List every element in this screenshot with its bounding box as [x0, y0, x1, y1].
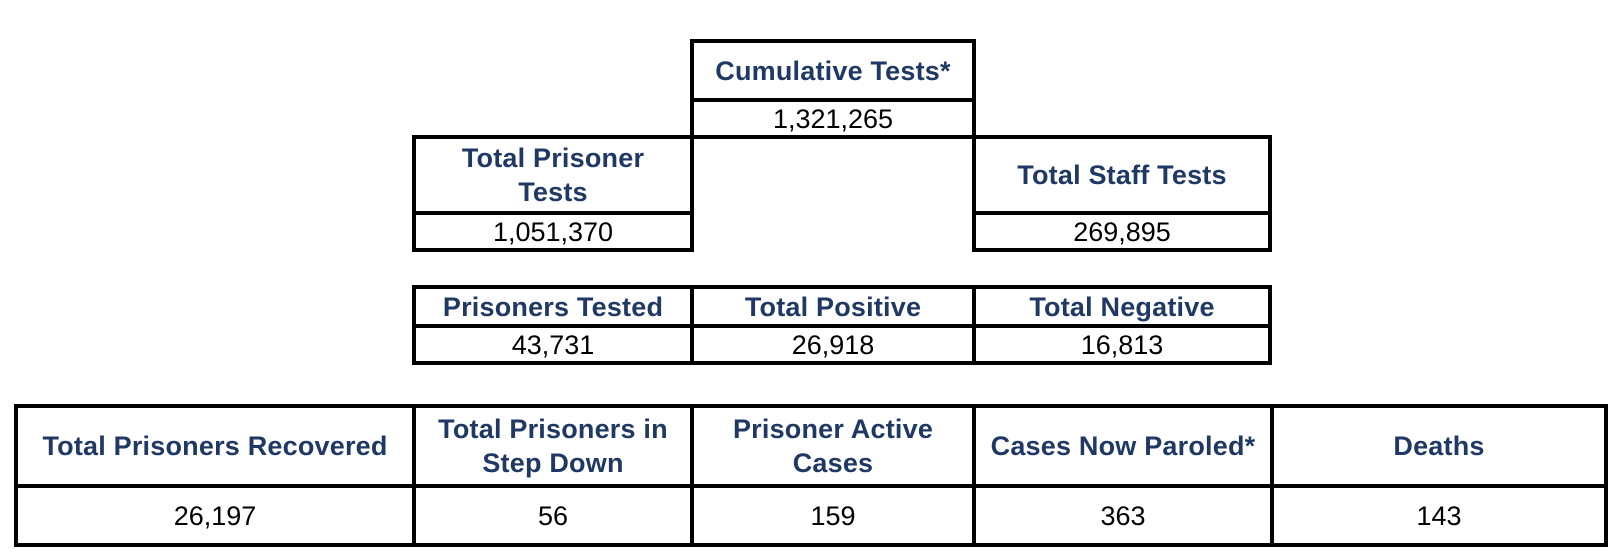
recovered-value: 26,197	[173, 500, 257, 531]
total-positive-value-cell: 26,918	[690, 324, 976, 365]
staff-tests-label: Total Staff Tests	[1017, 160, 1227, 190]
prisoners-tested-value: 43,731	[511, 329, 595, 360]
active-cases-header: Prisoner Active Cases	[690, 404, 976, 488]
active-cases-label: Prisoner Active Cases	[732, 414, 934, 478]
step-down-label: Total Prisoners in Step Down	[438, 414, 668, 478]
prisoners-tested-label: Prisoners Tested	[442, 291, 664, 322]
recovered-label: Total Prisoners Recovered	[42, 431, 388, 461]
paroled-header: Cases Now Paroled*	[972, 404, 1274, 488]
cumulative-tests-header: Cumulative Tests*	[690, 39, 976, 102]
step-down-value-cell: 56	[412, 484, 694, 547]
total-negative-value: 16,813	[1080, 329, 1164, 360]
prisoners-tested-value-cell: 43,731	[412, 324, 694, 365]
prisoner-tests-value-cell: 1,051,370	[412, 211, 694, 252]
cumulative-tests-value: 1,321,265	[772, 103, 894, 134]
step-down-header: Total Prisoners in Step Down	[412, 404, 694, 488]
staff-tests-header: Total Staff Tests	[972, 135, 1272, 215]
prisoners-tested-header: Prisoners Tested	[412, 285, 694, 328]
cumulative-tests-value-cell: 1,321,265	[690, 98, 976, 139]
staff-tests-value-cell: 269,895	[972, 211, 1272, 252]
cumulative-tests-label: Cumulative Tests*	[715, 55, 951, 86]
total-negative-header: Total Negative	[972, 285, 1272, 328]
total-positive-value: 26,918	[791, 329, 875, 360]
prisoner-tests-value: 1,051,370	[492, 216, 614, 247]
recovered-value-cell: 26,197	[14, 484, 416, 547]
deaths-header: Deaths	[1270, 404, 1608, 488]
paroled-value: 363	[1100, 500, 1146, 531]
deaths-value: 143	[1416, 500, 1462, 531]
prisoner-tests-label: Total Prisoner Tests	[461, 143, 645, 207]
total-negative-label: Total Negative	[1029, 291, 1215, 322]
recovered-header: Total Prisoners Recovered	[14, 404, 416, 488]
active-cases-value-cell: 159	[690, 484, 976, 547]
prisoner-tests-header: Total Prisoner Tests	[412, 135, 694, 215]
paroled-value-cell: 363	[972, 484, 1274, 547]
step-down-value: 56	[537, 500, 569, 531]
staff-tests-value: 269,895	[1073, 216, 1171, 247]
active-cases-value: 159	[810, 500, 856, 531]
total-negative-value-cell: 16,813	[972, 324, 1272, 365]
total-positive-label: Total Positive	[744, 291, 922, 322]
total-positive-header: Total Positive	[690, 285, 976, 328]
deaths-value-cell: 143	[1270, 484, 1608, 547]
deaths-label: Deaths	[1393, 431, 1485, 461]
paroled-label: Cases Now Paroled*	[990, 431, 1256, 461]
